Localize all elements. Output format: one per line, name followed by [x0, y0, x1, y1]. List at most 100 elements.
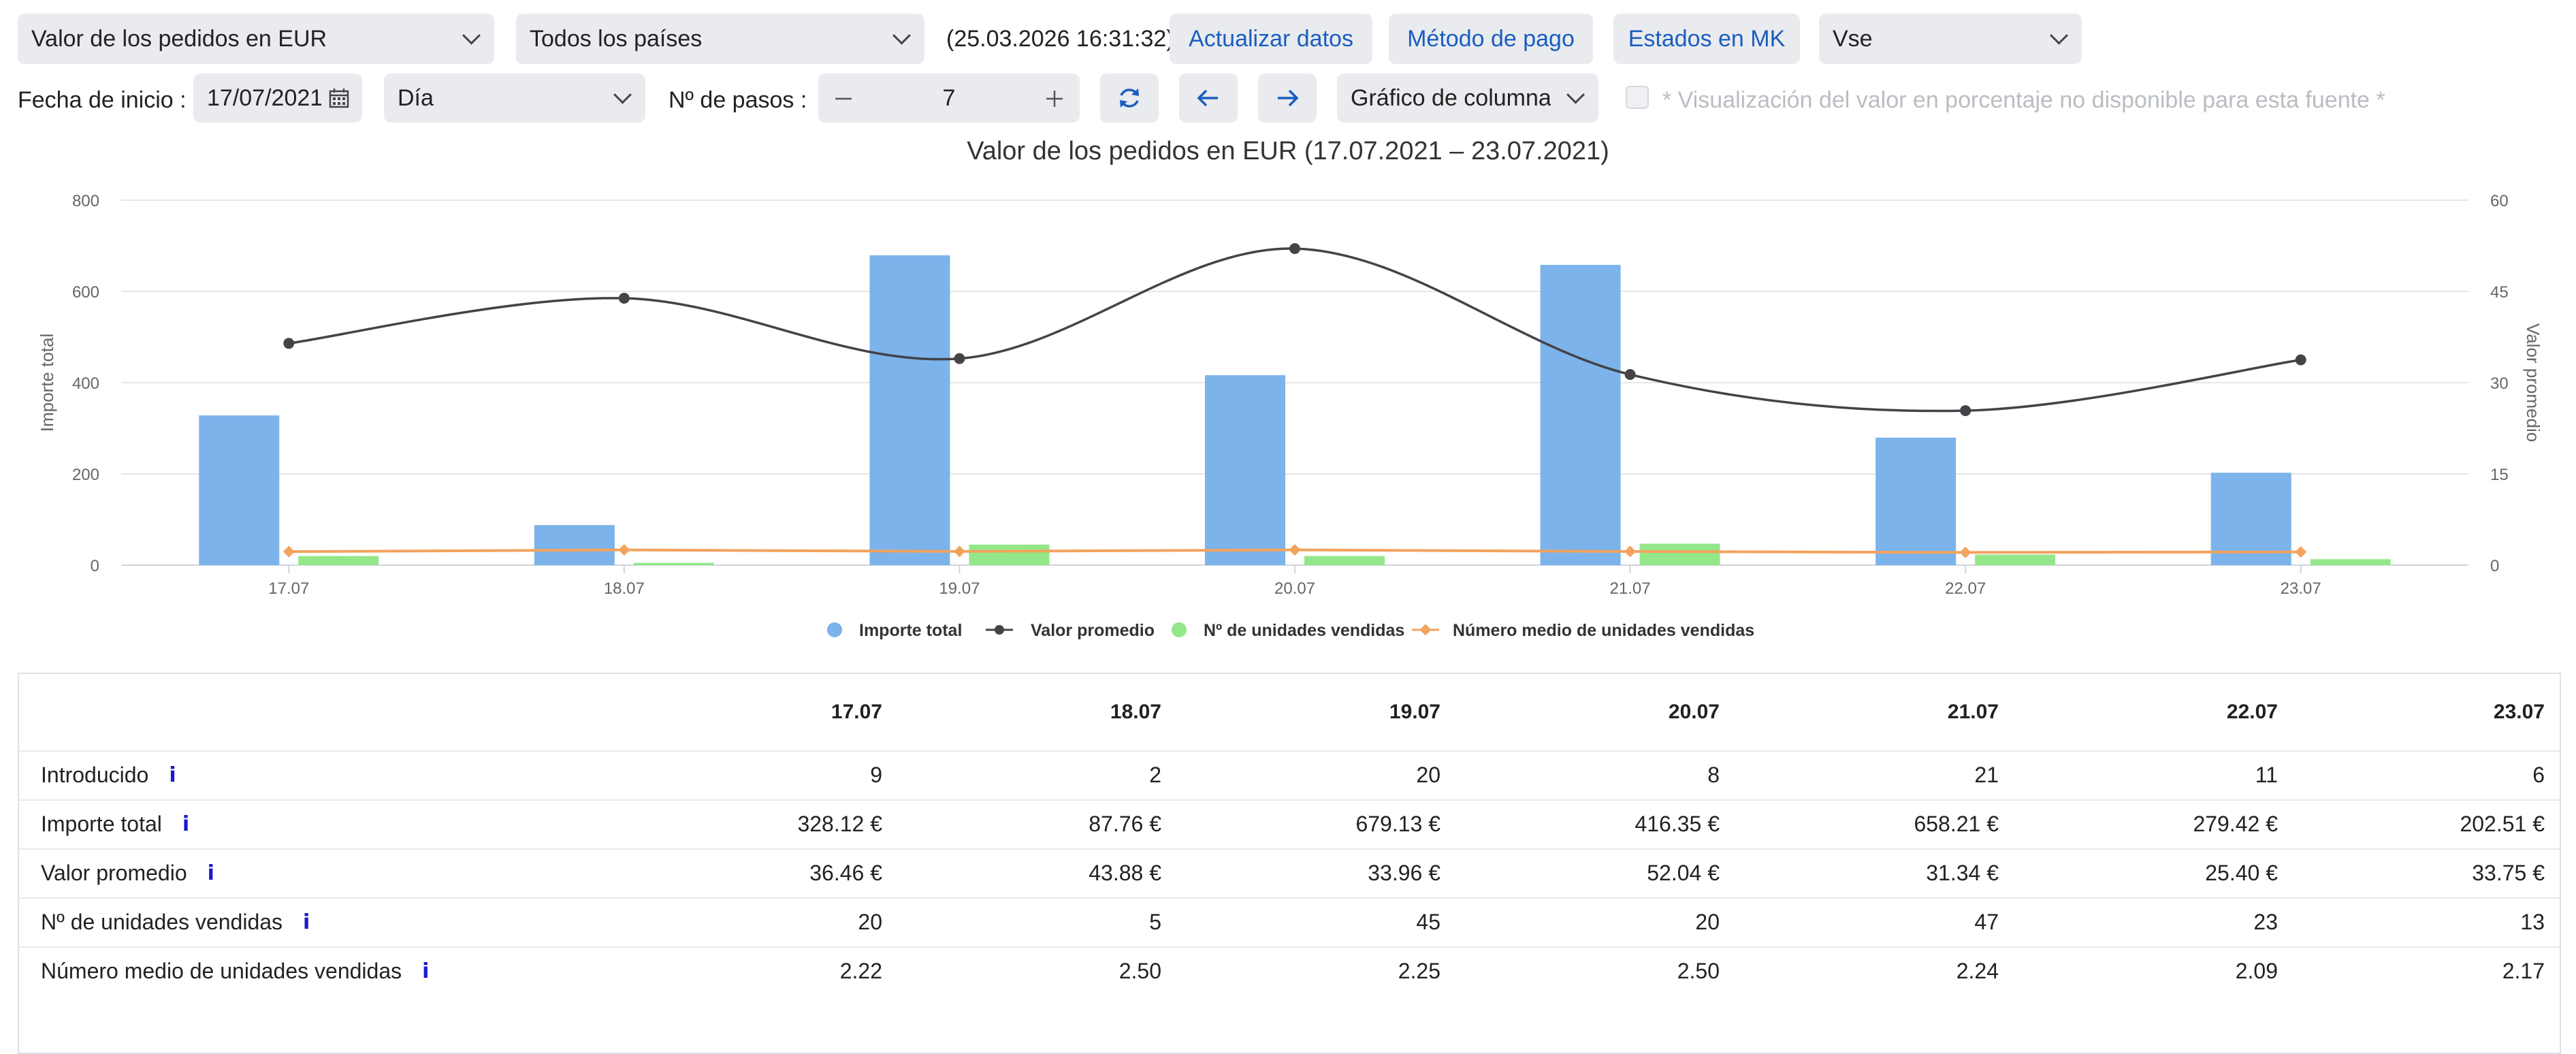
legend-marker	[995, 625, 1004, 635]
table-header-cell: 21.07	[1947, 701, 1999, 723]
steps-value[interactable]: 7	[942, 84, 956, 111]
table-header-cell: 22.07	[2226, 701, 2278, 723]
bar-importe-total	[199, 415, 280, 565]
info-icon[interactable]: i	[207, 861, 214, 885]
legend-marker	[1419, 624, 1432, 636]
table-cell: 33.75 €	[2472, 860, 2545, 885]
x-tick-label: 20.07	[1274, 579, 1315, 598]
minus-icon[interactable]	[833, 89, 854, 109]
y-axis-right-label: Valor promedio	[2523, 323, 2543, 442]
info-icon[interactable]: i	[182, 812, 190, 836]
table-cell: 9	[870, 762, 882, 787]
table-cell: 31.34 €	[1926, 860, 1999, 885]
refresh-button[interactable]	[1100, 74, 1159, 123]
table-header-cell: 20.07	[1668, 701, 1720, 723]
table-cell: 33.96 €	[1368, 860, 1440, 885]
table-cell: 2.09	[2235, 958, 2278, 983]
country-select[interactable]: Todos los países	[516, 14, 924, 64]
table-cell: 20	[858, 909, 882, 934]
table-cell: 47	[1974, 909, 1999, 934]
table-cell: 52.04 €	[1647, 860, 1720, 885]
legend-label: Número medio de unidades vendidas	[1453, 621, 1754, 640]
chart-type-select[interactable]: Gráfico de columnas	[1337, 74, 1598, 123]
table-row: Número medio de unidades vendidas i 2.22 2.…	[19, 946, 2560, 995]
table-row-label: Valor promedio i	[41, 848, 214, 897]
table-cell: 20	[1695, 909, 1720, 934]
row-label-text: Introducido	[41, 762, 149, 787]
legend-marker	[1172, 622, 1187, 637]
y-right-tick-label: 30	[2490, 374, 2509, 393]
calendar-icon[interactable]	[328, 87, 350, 109]
info-icon[interactable]: i	[169, 763, 176, 787]
y-axis-left-label: Importe total	[37, 334, 57, 432]
table-row-label: Nº de unidades vendidas i	[41, 897, 310, 946]
info-icon[interactable]: i	[303, 910, 310, 934]
point-numero-medio-unidades	[1959, 546, 1971, 558]
x-tick-label: 22.07	[1945, 579, 1986, 598]
table-cell: 5	[1149, 909, 1161, 934]
table-cell: 416.35 €	[1635, 811, 1720, 836]
row-label-text: Número medio de unidades vendidas	[41, 958, 402, 983]
all-select[interactable]: Vse	[1819, 14, 2082, 64]
legend-label: Valor promedio	[1031, 621, 1155, 640]
chevron-down-icon	[1566, 85, 1585, 104]
next-button[interactable]	[1258, 74, 1317, 123]
data-timestamp: (25.03.2026 16:31:32)	[946, 26, 1174, 52]
table-cell: 2.24	[1956, 958, 1999, 983]
point-numero-medio-unidades	[1289, 544, 1301, 556]
table-cell: 279.42 €	[2193, 811, 2278, 836]
point-valor-promedio	[1624, 369, 1636, 381]
table-row: Importe total i 328.12 € 87.76 € 679.13 € 416…	[19, 799, 2560, 850]
states-in-mk-button[interactable]: Estados en MK	[1613, 14, 1800, 64]
point-numero-medio-unidades	[953, 545, 965, 558]
y-left-tick-label: 200	[72, 466, 99, 484]
y-left-tick-label: 400	[72, 374, 99, 393]
payment-method-button[interactable]: Método de pago	[1389, 14, 1593, 64]
table-cell: 6	[2532, 762, 2545, 787]
table-header-cell: 19.07	[1389, 701, 1440, 723]
steps-stepper[interactable]: 7	[818, 74, 1080, 123]
refresh-data-button[interactable]: Actualizar datos	[1170, 14, 1372, 64]
all-select-value: Vse	[1833, 25, 1873, 52]
point-valor-promedio	[1960, 405, 1971, 417]
table-row-label: Número medio de unidades vendidas i	[41, 946, 429, 995]
x-tick-label: 18.07	[604, 579, 645, 598]
y-left-tick-label: 600	[72, 283, 99, 302]
percent-note: * Visualización del valor en porcentaje …	[1662, 87, 2385, 113]
y-left-tick-label: 0	[91, 557, 99, 575]
info-icon[interactable]: i	[422, 959, 430, 983]
legend-label: Importe total	[859, 621, 962, 640]
chevron-down-icon	[2050, 26, 2068, 45]
point-numero-medio-unidades	[618, 544, 630, 556]
chevron-down-icon	[462, 26, 481, 45]
start-date-value: 17/07/2021	[207, 84, 321, 111]
legend-label: Nº de unidades vendidas	[1204, 621, 1404, 640]
table-row-label: Introducido i	[41, 750, 176, 799]
x-tick-label: 21.07	[1610, 579, 1651, 598]
data-table: 17.07 18.07 19.07 20.07 21.07 22.07 23.07 Intr…	[18, 673, 2561, 1054]
bar-unidades-vendidas	[969, 544, 1050, 565]
country-select-value: Todos los países	[530, 25, 703, 52]
y-left-tick-label: 800	[72, 192, 99, 210]
previous-button[interactable]	[1179, 74, 1238, 123]
metric-select[interactable]: Valor de los pedidos en EUR	[18, 14, 494, 64]
plus-icon[interactable]	[1044, 89, 1065, 109]
bar-unidades-vendidas	[1639, 543, 1720, 565]
granularity-select[interactable]: Día	[384, 74, 645, 123]
orders-chart: Valor de los pedidos en EUR (17.07.2021 …	[37, 137, 2543, 640]
y-right-tick-label: 15	[2490, 466, 2509, 484]
bar-unidades-vendidas	[633, 562, 714, 565]
start-date-input[interactable]: 17/07/2021	[193, 74, 362, 123]
x-tick-label: 19.07	[939, 579, 980, 598]
refresh-icon	[1120, 89, 1139, 108]
percent-checkbox[interactable]	[1626, 86, 1649, 109]
y-right-tick-label: 45	[2490, 283, 2509, 302]
legend-marker	[827, 622, 842, 637]
table-cell: 45	[1416, 909, 1440, 934]
arrow-right-icon	[1278, 89, 1299, 107]
table-row: Nº de unidades vendidas i 20 5 45 20 47 23 13	[19, 897, 2560, 948]
point-numero-medio-unidades	[2295, 546, 2307, 558]
table-cell: 87.76 €	[1089, 811, 1161, 836]
point-valor-promedio	[2295, 354, 2306, 366]
bar-importe-total	[2210, 473, 2291, 565]
